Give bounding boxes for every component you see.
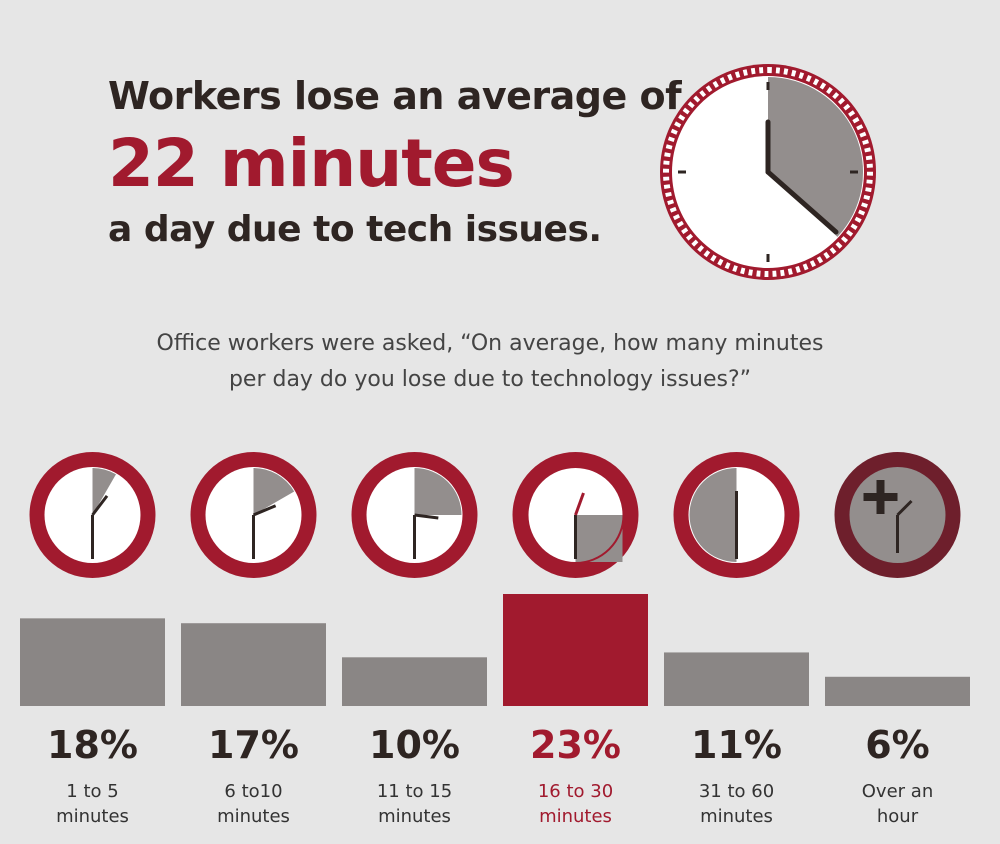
survey-question: Office workers were asked, “On average, … <box>100 326 880 398</box>
headline: Workers lose an average of 22 minutes a … <box>108 70 682 254</box>
headline-line1: Workers lose an average of <box>108 74 682 118</box>
bar <box>825 676 970 706</box>
category-label: minutes <box>56 806 129 827</box>
category-label: minutes <box>378 806 451 827</box>
clock-icon <box>190 452 317 578</box>
value-label: 23% <box>530 723 621 767</box>
bar-chart: 18% 1 to 5 minutes 17% 6 to10 minutes 10% 11 to… <box>20 452 970 827</box>
bar <box>503 594 648 706</box>
value-label: 11% <box>691 723 782 767</box>
bar <box>342 657 487 706</box>
bar <box>181 623 326 706</box>
category-label: minutes <box>539 806 612 827</box>
category-label: 16 to 30 <box>538 781 613 802</box>
question-line1: Office workers were asked, “On average, … <box>156 331 824 356</box>
category-label: 1 to 5 <box>66 781 118 802</box>
plus-clock-icon <box>834 452 961 578</box>
category-label: 11 to 15 <box>377 781 452 802</box>
large-clock-icon <box>660 64 876 280</box>
headline-line3: a day due to tech issues. <box>108 209 602 250</box>
clock-icon <box>351 452 478 578</box>
bar <box>20 618 165 706</box>
headline-highlight: 22 minutes <box>108 125 515 202</box>
bar <box>664 652 809 706</box>
category-label: minutes <box>700 806 773 827</box>
value-label: 17% <box>208 723 299 767</box>
category-label: 6 to10 <box>224 781 282 802</box>
clock-icon <box>29 452 156 578</box>
clock-icon <box>673 452 800 578</box>
category-label: minutes <box>217 806 290 827</box>
category-label: Over an <box>862 781 933 802</box>
value-label: 18% <box>47 723 138 767</box>
value-label: 6% <box>865 723 930 767</box>
category-label: 31 to 60 <box>699 781 774 802</box>
question-line2: per day do you lose due to technology is… <box>228 367 752 392</box>
value-label: 10% <box>369 723 460 767</box>
category-label: hour <box>877 806 919 827</box>
clock-icon <box>512 452 639 578</box>
